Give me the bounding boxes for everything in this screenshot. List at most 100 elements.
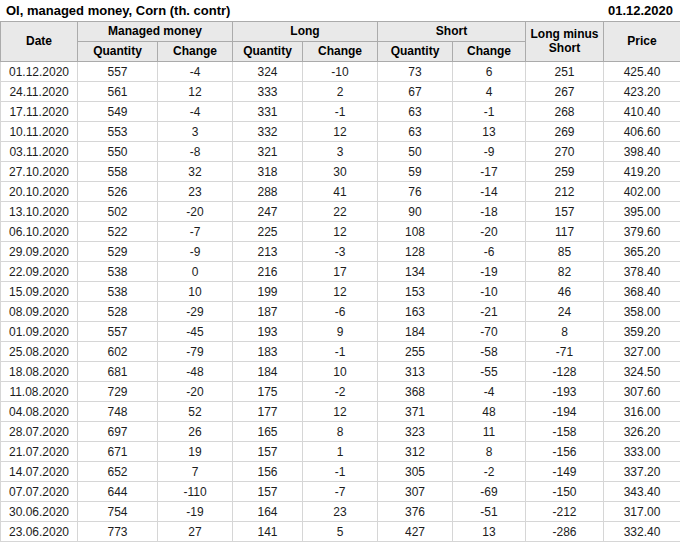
mm-change-cell: 52 bbox=[158, 402, 233, 422]
long-minus-short-cell: -193 bbox=[526, 382, 604, 402]
date-cell: 04.08.2020 bbox=[1, 402, 78, 422]
price-cell: 326.20 bbox=[604, 422, 680, 442]
header-group-long: Long bbox=[233, 22, 378, 42]
short-quantity-cell: 371 bbox=[378, 402, 453, 422]
short-quantity-cell: 108 bbox=[378, 222, 453, 242]
date-cell: 17.11.2020 bbox=[1, 102, 78, 122]
table-row: 27.10.2020558323183059-17259419.20 bbox=[1, 162, 680, 182]
header-long-change: Change bbox=[303, 42, 378, 62]
header-date: Date bbox=[1, 22, 78, 62]
long-quantity-cell: 199 bbox=[233, 282, 303, 302]
mm-quantity-cell: 748 bbox=[78, 402, 158, 422]
header-group-short: Short bbox=[378, 22, 526, 42]
long-change-cell: 2 bbox=[303, 82, 378, 102]
long-minus-short-cell: 267 bbox=[526, 82, 604, 102]
long-quantity-cell: 156 bbox=[233, 462, 303, 482]
mm-quantity-cell: 550 bbox=[78, 142, 158, 162]
date-cell: 14.07.2020 bbox=[1, 462, 78, 482]
short-change-cell: -17 bbox=[453, 162, 526, 182]
long-quantity-cell: 318 bbox=[233, 162, 303, 182]
date-cell: 10.11.2020 bbox=[1, 122, 78, 142]
table-row: 07.07.2020644-110157-7307-69-150343.40 bbox=[1, 482, 680, 502]
short-change-cell: -55 bbox=[453, 362, 526, 382]
price-cell: 378.40 bbox=[604, 262, 680, 282]
long-quantity-cell: 193 bbox=[233, 322, 303, 342]
price-cell: 395.00 bbox=[604, 202, 680, 222]
header-mm-quantity: Quantity bbox=[78, 42, 158, 62]
short-quantity-cell: 128 bbox=[378, 242, 453, 262]
date-cell: 01.09.2020 bbox=[1, 322, 78, 342]
table-row: 13.10.2020502-202472290-18157395.00 bbox=[1, 202, 680, 222]
price-cell: 406.60 bbox=[604, 122, 680, 142]
price-cell: 307.60 bbox=[604, 382, 680, 402]
long-minus-short-cell: -194 bbox=[526, 402, 604, 422]
short-change-cell: 13 bbox=[453, 522, 526, 542]
long-quantity-cell: 184 bbox=[233, 362, 303, 382]
title-bar: OI, managed money, Corn (th. contr) 01.1… bbox=[0, 0, 680, 21]
long-change-cell: -1 bbox=[303, 102, 378, 122]
long-change-cell: 12 bbox=[303, 402, 378, 422]
mm-quantity-cell: 538 bbox=[78, 262, 158, 282]
long-quantity-cell: 175 bbox=[233, 382, 303, 402]
long-change-cell: 3 bbox=[303, 142, 378, 162]
price-cell: 324.50 bbox=[604, 362, 680, 382]
page-title: OI, managed money, Corn (th. contr) bbox=[6, 3, 230, 18]
mm-quantity-cell: 602 bbox=[78, 342, 158, 362]
short-quantity-cell: 368 bbox=[378, 382, 453, 402]
short-quantity-cell: 376 bbox=[378, 502, 453, 522]
long-change-cell: -7 bbox=[303, 482, 378, 502]
table-row: 29.09.2020529-9213-3128-685365.20 bbox=[1, 242, 680, 262]
table-body: 01.12.2020557-4324-10736251425.4024.11.2… bbox=[1, 62, 680, 542]
header-group-managed-money: Managed money bbox=[78, 22, 233, 42]
mm-quantity-cell: 557 bbox=[78, 322, 158, 342]
short-change-cell: -21 bbox=[453, 302, 526, 322]
table-row: 24.11.2020561123332674267423.20 bbox=[1, 82, 680, 102]
long-minus-short-cell: 82 bbox=[526, 262, 604, 282]
short-change-cell: -18 bbox=[453, 202, 526, 222]
long-minus-short-cell: 8 bbox=[526, 322, 604, 342]
long-change-cell: 9 bbox=[303, 322, 378, 342]
long-minus-short-cell: 46 bbox=[526, 282, 604, 302]
table-row: 28.07.202069726165832311-158326.20 bbox=[1, 422, 680, 442]
mm-quantity-cell: 652 bbox=[78, 462, 158, 482]
table-row: 01.09.2020557-451939184-708359.20 bbox=[1, 322, 680, 342]
mm-quantity-cell: 644 bbox=[78, 482, 158, 502]
mm-change-cell: -4 bbox=[158, 102, 233, 122]
long-change-cell: -10 bbox=[303, 62, 378, 82]
mm-change-cell: -20 bbox=[158, 382, 233, 402]
short-change-cell: -51 bbox=[453, 502, 526, 522]
price-cell: 365.20 bbox=[604, 242, 680, 262]
mm-quantity-cell: 553 bbox=[78, 122, 158, 142]
header-long-minus-short: Long minus Short bbox=[526, 22, 604, 62]
short-change-cell: -2 bbox=[453, 462, 526, 482]
date-cell: 25.08.2020 bbox=[1, 342, 78, 362]
mm-quantity-cell: 549 bbox=[78, 102, 158, 122]
long-minus-short-cell: 270 bbox=[526, 142, 604, 162]
header-mm-change: Change bbox=[158, 42, 233, 62]
table-row: 22.09.2020538021617134-1982378.40 bbox=[1, 262, 680, 282]
short-quantity-cell: 163 bbox=[378, 302, 453, 322]
short-change-cell: -10 bbox=[453, 282, 526, 302]
price-cell: 379.60 bbox=[604, 222, 680, 242]
short-change-cell: -6 bbox=[453, 242, 526, 262]
long-quantity-cell: 183 bbox=[233, 342, 303, 362]
long-change-cell: 17 bbox=[303, 262, 378, 282]
long-change-cell: 41 bbox=[303, 182, 378, 202]
price-cell: 402.00 bbox=[604, 182, 680, 202]
long-change-cell: -3 bbox=[303, 242, 378, 262]
short-change-cell: 4 bbox=[453, 82, 526, 102]
mm-quantity-cell: 729 bbox=[78, 382, 158, 402]
short-change-cell: 13 bbox=[453, 122, 526, 142]
long-change-cell: 8 bbox=[303, 422, 378, 442]
short-change-cell: -9 bbox=[453, 142, 526, 162]
price-cell: 359.20 bbox=[604, 322, 680, 342]
mm-quantity-cell: 528 bbox=[78, 302, 158, 322]
long-change-cell: 30 bbox=[303, 162, 378, 182]
header-short-change: Change bbox=[453, 42, 526, 62]
short-quantity-cell: 76 bbox=[378, 182, 453, 202]
long-minus-short-cell: 251 bbox=[526, 62, 604, 82]
long-minus-short-cell: -150 bbox=[526, 482, 604, 502]
short-change-cell: -4 bbox=[453, 382, 526, 402]
table-row: 20.10.2020526232884176-14212402.00 bbox=[1, 182, 680, 202]
price-cell: 398.40 bbox=[604, 142, 680, 162]
